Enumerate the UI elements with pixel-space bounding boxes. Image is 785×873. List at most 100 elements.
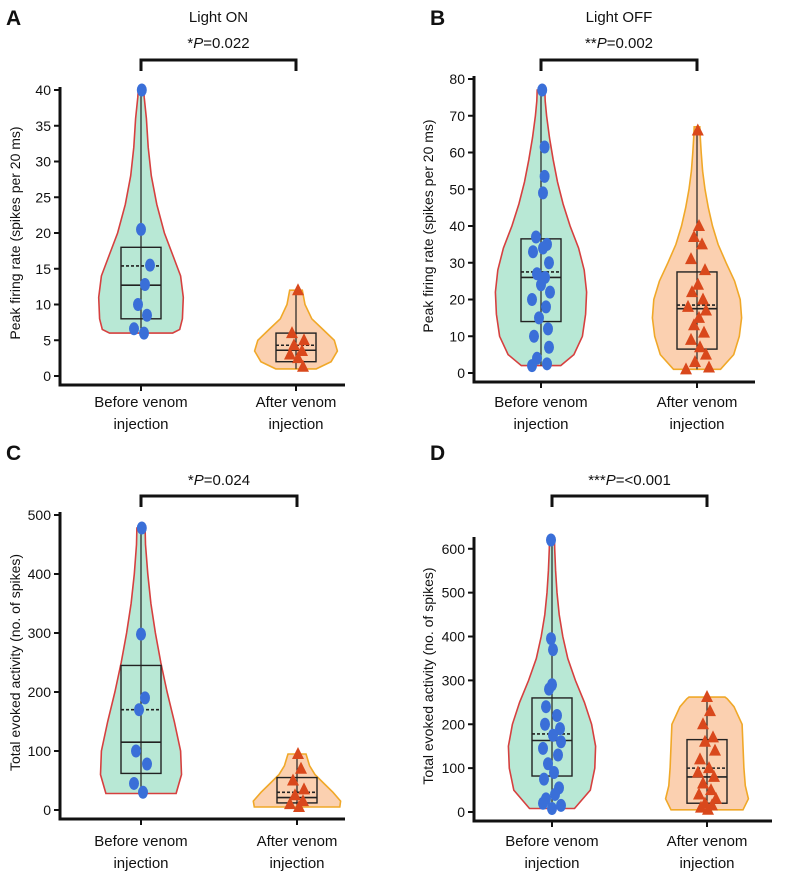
data-point xyxy=(538,186,548,200)
y-tick-label: 20 xyxy=(449,292,465,308)
x-tick-label: injection xyxy=(524,855,579,872)
y-tick-label: 0 xyxy=(43,368,51,384)
data-point xyxy=(537,83,548,97)
significance-bracket xyxy=(139,494,299,507)
x-tick-label: injection xyxy=(269,855,324,872)
data-point xyxy=(703,360,715,373)
significance-stars: ** xyxy=(585,35,597,52)
significance-p-symbol: P xyxy=(193,35,203,52)
data-point xyxy=(527,359,537,373)
x-tick-label: Before venom xyxy=(505,833,598,850)
data-point xyxy=(528,245,538,259)
data-point xyxy=(544,340,554,354)
iqr-box xyxy=(120,246,162,320)
chart-title: Light ON xyxy=(189,9,248,26)
data-point xyxy=(685,332,697,345)
data-point xyxy=(556,798,566,812)
data-point xyxy=(142,308,152,322)
y-tick-label: 30 xyxy=(35,154,51,170)
data-point xyxy=(145,258,155,272)
y-tick-label: 600 xyxy=(442,541,466,557)
group-0: Before venom injection xyxy=(494,83,588,433)
y-tick-label: 500 xyxy=(442,585,466,601)
data-point xyxy=(550,787,560,801)
y-tick-label: 50 xyxy=(449,181,465,197)
data-point xyxy=(540,717,550,731)
data-point xyxy=(549,766,559,780)
data-point xyxy=(547,801,557,815)
data-point xyxy=(682,299,694,312)
data-point xyxy=(527,293,537,306)
panel-label: D xyxy=(430,442,445,465)
y-axis-label: Peak firing rate (spikes per 20 ms) xyxy=(420,119,436,332)
significance-label: ***P=<0.001 xyxy=(588,472,671,489)
data-point xyxy=(284,797,296,810)
y-tick-label: 200 xyxy=(442,716,466,732)
data-point xyxy=(129,776,139,790)
significance-stars: * xyxy=(188,472,194,489)
chart-panel-c: C *P=0.024 0 100 200 300 400 500 Total evoked ac… xyxy=(6,442,345,872)
chart-panel-b: B Light OFF **P=0.002 0 10 20 30 40 50 60 70 80 Peak… xyxy=(420,7,755,433)
data-point xyxy=(693,310,705,323)
significance-label: *P=0.022 xyxy=(187,35,249,52)
data-point xyxy=(541,700,551,714)
data-point xyxy=(140,691,150,705)
data-point xyxy=(529,329,539,343)
significance-p-value: =<0.001 xyxy=(616,472,671,489)
y-tick-label: 300 xyxy=(28,625,52,641)
data-point xyxy=(539,140,550,154)
data-point xyxy=(697,717,709,730)
significance-bracket xyxy=(139,58,298,71)
data-point xyxy=(701,690,713,703)
data-point xyxy=(686,285,698,298)
data-point xyxy=(298,333,310,346)
y-tick-label: 0 xyxy=(457,804,465,820)
data-point xyxy=(136,627,146,641)
significance-p-symbol: P xyxy=(597,35,607,52)
x-tick-label: After venom xyxy=(667,833,748,850)
significance-p-symbol: P xyxy=(194,472,204,489)
data-point xyxy=(534,311,544,325)
data-point xyxy=(133,298,143,311)
data-point xyxy=(698,325,710,338)
y-tick-label: 80 xyxy=(449,71,465,87)
significance-label: **P=0.002 xyxy=(585,35,653,52)
data-point xyxy=(292,351,304,364)
y-axis-label: Total evoked activity (no. of spikes) xyxy=(7,554,23,771)
x-tick-label: injection xyxy=(679,855,734,872)
data-point xyxy=(542,357,552,371)
y-tick-label: 10 xyxy=(35,297,51,313)
data-point xyxy=(292,746,304,759)
data-point xyxy=(538,241,548,255)
data-point xyxy=(552,708,562,722)
data-point xyxy=(544,256,554,270)
chart-panel-d: D ***P=<0.001 0 100 200 300 400 500 600 Total evo… xyxy=(420,442,772,872)
iqr-box xyxy=(120,664,162,775)
data-point xyxy=(288,338,300,351)
data-point xyxy=(136,222,146,236)
data-point xyxy=(556,735,566,749)
data-point xyxy=(705,783,717,796)
y-tick-label: 200 xyxy=(28,684,52,700)
data-point xyxy=(696,237,708,250)
chart-panel-a: A Light ON *P=0.022 0 5 10 15 20 25 30 35 40 Peak fi… xyxy=(6,7,345,433)
data-point xyxy=(546,632,556,646)
group-0: Before venom injection xyxy=(94,83,188,433)
data-point xyxy=(136,83,147,97)
data-point xyxy=(541,300,551,314)
y-axis-label: Peak firing rate (spikes per 20 ms) xyxy=(7,126,23,339)
data-point xyxy=(697,776,709,789)
data-point xyxy=(692,765,704,778)
group-0: Before venom injection xyxy=(94,521,188,872)
significance-p-symbol: P xyxy=(606,472,616,489)
y-tick-label: 400 xyxy=(442,629,466,645)
significance-bracket xyxy=(539,58,699,71)
data-point xyxy=(704,704,716,717)
data-point xyxy=(292,283,304,296)
y-tick-label: 400 xyxy=(28,566,52,582)
y-tick-label: 40 xyxy=(449,218,465,234)
y-tick-label: 40 xyxy=(35,82,51,98)
data-point xyxy=(548,728,558,742)
data-point xyxy=(689,354,701,367)
data-point xyxy=(685,252,697,265)
